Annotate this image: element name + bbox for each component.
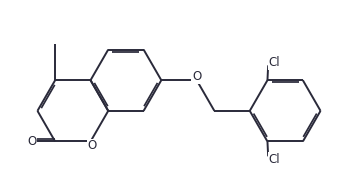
Text: Cl: Cl bbox=[269, 56, 280, 69]
Text: O: O bbox=[28, 135, 37, 148]
Text: O: O bbox=[192, 70, 201, 83]
Text: Cl: Cl bbox=[269, 153, 280, 166]
Text: O: O bbox=[88, 139, 97, 152]
